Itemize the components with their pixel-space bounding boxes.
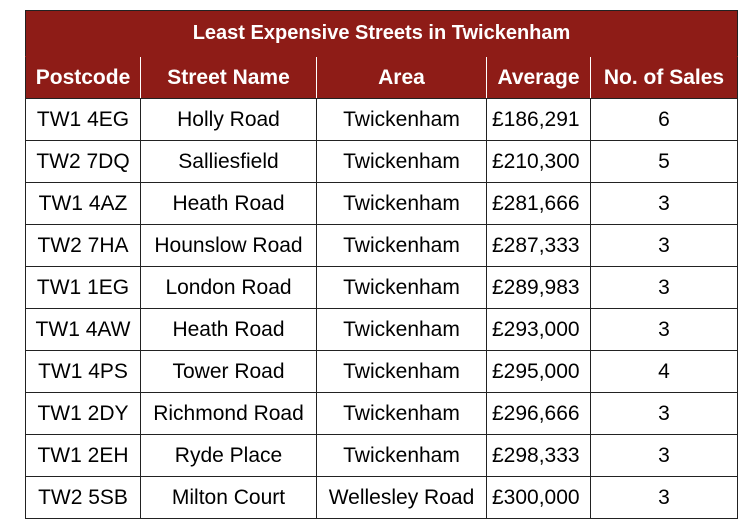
cell-no-of-sales: 3 bbox=[590, 224, 738, 267]
cell-no-of-sales: 4 bbox=[590, 350, 738, 393]
cell-postcode: TW1 2EH bbox=[25, 434, 141, 477]
cell-postcode: TW1 1EG bbox=[25, 266, 141, 309]
cell-average: £281,666 bbox=[486, 182, 591, 225]
cell-no-of-sales: 5 bbox=[590, 140, 738, 183]
table-row: TW1 2DY Richmond Road Twickenham £296,66… bbox=[25, 392, 738, 435]
cell-street-name: Milton Court bbox=[140, 476, 317, 519]
cell-postcode: TW1 4AW bbox=[25, 308, 141, 351]
header-average: Average bbox=[486, 56, 591, 99]
table-row: TW1 2EH Ryde Place Twickenham £298,333 3 bbox=[25, 434, 738, 477]
table-row: TW1 4AZ Heath Road Twickenham £281,666 3 bbox=[25, 182, 738, 225]
least-expensive-streets-table: Least Expensive Streets in Twickenham Po… bbox=[25, 10, 738, 519]
cell-average: £298,333 bbox=[486, 434, 591, 477]
cell-area: Twickenham bbox=[316, 224, 487, 267]
cell-area: Twickenham bbox=[316, 266, 487, 309]
streets-table-container: Least Expensive Streets in Twickenham Po… bbox=[25, 10, 738, 519]
cell-no-of-sales: 3 bbox=[590, 182, 738, 225]
cell-area: Twickenham bbox=[316, 350, 487, 393]
cell-average: £289,983 bbox=[486, 266, 591, 309]
cell-postcode: TW1 4AZ bbox=[25, 182, 141, 225]
cell-no-of-sales: 3 bbox=[590, 434, 738, 477]
cell-postcode: TW1 4PS bbox=[25, 350, 141, 393]
cell-no-of-sales: 6 bbox=[590, 98, 738, 141]
table-row: TW2 7HA Hounslow Road Twickenham £287,33… bbox=[25, 224, 738, 267]
header-no-of-sales: No. of Sales bbox=[590, 56, 738, 99]
table-header-row: Postcode Street Name Area Average No. of… bbox=[25, 56, 738, 99]
cell-average: £295,000 bbox=[486, 350, 591, 393]
table-row: TW1 4PS Tower Road Twickenham £295,000 4 bbox=[25, 350, 738, 393]
cell-street-name: London Road bbox=[140, 266, 317, 309]
cell-area: Twickenham bbox=[316, 434, 487, 477]
table-row: TW1 4EG Holly Road Twickenham £186,291 6 bbox=[25, 98, 738, 141]
table-row: TW1 1EG London Road Twickenham £289,983 … bbox=[25, 266, 738, 309]
cell-average: £296,666 bbox=[486, 392, 591, 435]
cell-street-name: Holly Road bbox=[140, 98, 317, 141]
cell-area: Twickenham bbox=[316, 308, 487, 351]
table-row: TW2 5SB Milton Court Wellesley Road £300… bbox=[25, 476, 738, 519]
header-street-name: Street Name bbox=[140, 56, 317, 99]
cell-area: Twickenham bbox=[316, 182, 487, 225]
cell-no-of-sales: 3 bbox=[590, 308, 738, 351]
cell-no-of-sales: 3 bbox=[590, 392, 738, 435]
cell-postcode: TW1 4EG bbox=[25, 98, 141, 141]
cell-average: £293,000 bbox=[486, 308, 591, 351]
cell-street-name: Heath Road bbox=[140, 308, 317, 351]
cell-average: £210,300 bbox=[486, 140, 591, 183]
cell-street-name: Ryde Place bbox=[140, 434, 317, 477]
cell-postcode: TW2 7DQ bbox=[25, 140, 141, 183]
header-area: Area bbox=[316, 56, 487, 99]
cell-postcode: TW1 2DY bbox=[25, 392, 141, 435]
table-title: Least Expensive Streets in Twickenham bbox=[25, 10, 738, 57]
cell-no-of-sales: 3 bbox=[590, 266, 738, 309]
cell-area: Twickenham bbox=[316, 392, 487, 435]
cell-postcode: TW2 5SB bbox=[25, 476, 141, 519]
header-postcode: Postcode bbox=[25, 56, 141, 99]
cell-no-of-sales: 3 bbox=[590, 476, 738, 519]
cell-street-name: Salliesfield bbox=[140, 140, 317, 183]
cell-area: Twickenham bbox=[316, 140, 487, 183]
cell-area: Twickenham bbox=[316, 98, 487, 141]
cell-street-name: Richmond Road bbox=[140, 392, 317, 435]
cell-average: £287,333 bbox=[486, 224, 591, 267]
cell-street-name: Heath Road bbox=[140, 182, 317, 225]
cell-area: Wellesley Road bbox=[316, 476, 487, 519]
table-row: TW1 4AW Heath Road Twickenham £293,000 3 bbox=[25, 308, 738, 351]
table-title-row: Least Expensive Streets in Twickenham bbox=[25, 10, 738, 57]
cell-street-name: Tower Road bbox=[140, 350, 317, 393]
cell-average: £186,291 bbox=[486, 98, 591, 141]
cell-average: £300,000 bbox=[486, 476, 591, 519]
cell-street-name: Hounslow Road bbox=[140, 224, 317, 267]
cell-postcode: TW2 7HA bbox=[25, 224, 141, 267]
table-row: TW2 7DQ Salliesfield Twickenham £210,300… bbox=[25, 140, 738, 183]
